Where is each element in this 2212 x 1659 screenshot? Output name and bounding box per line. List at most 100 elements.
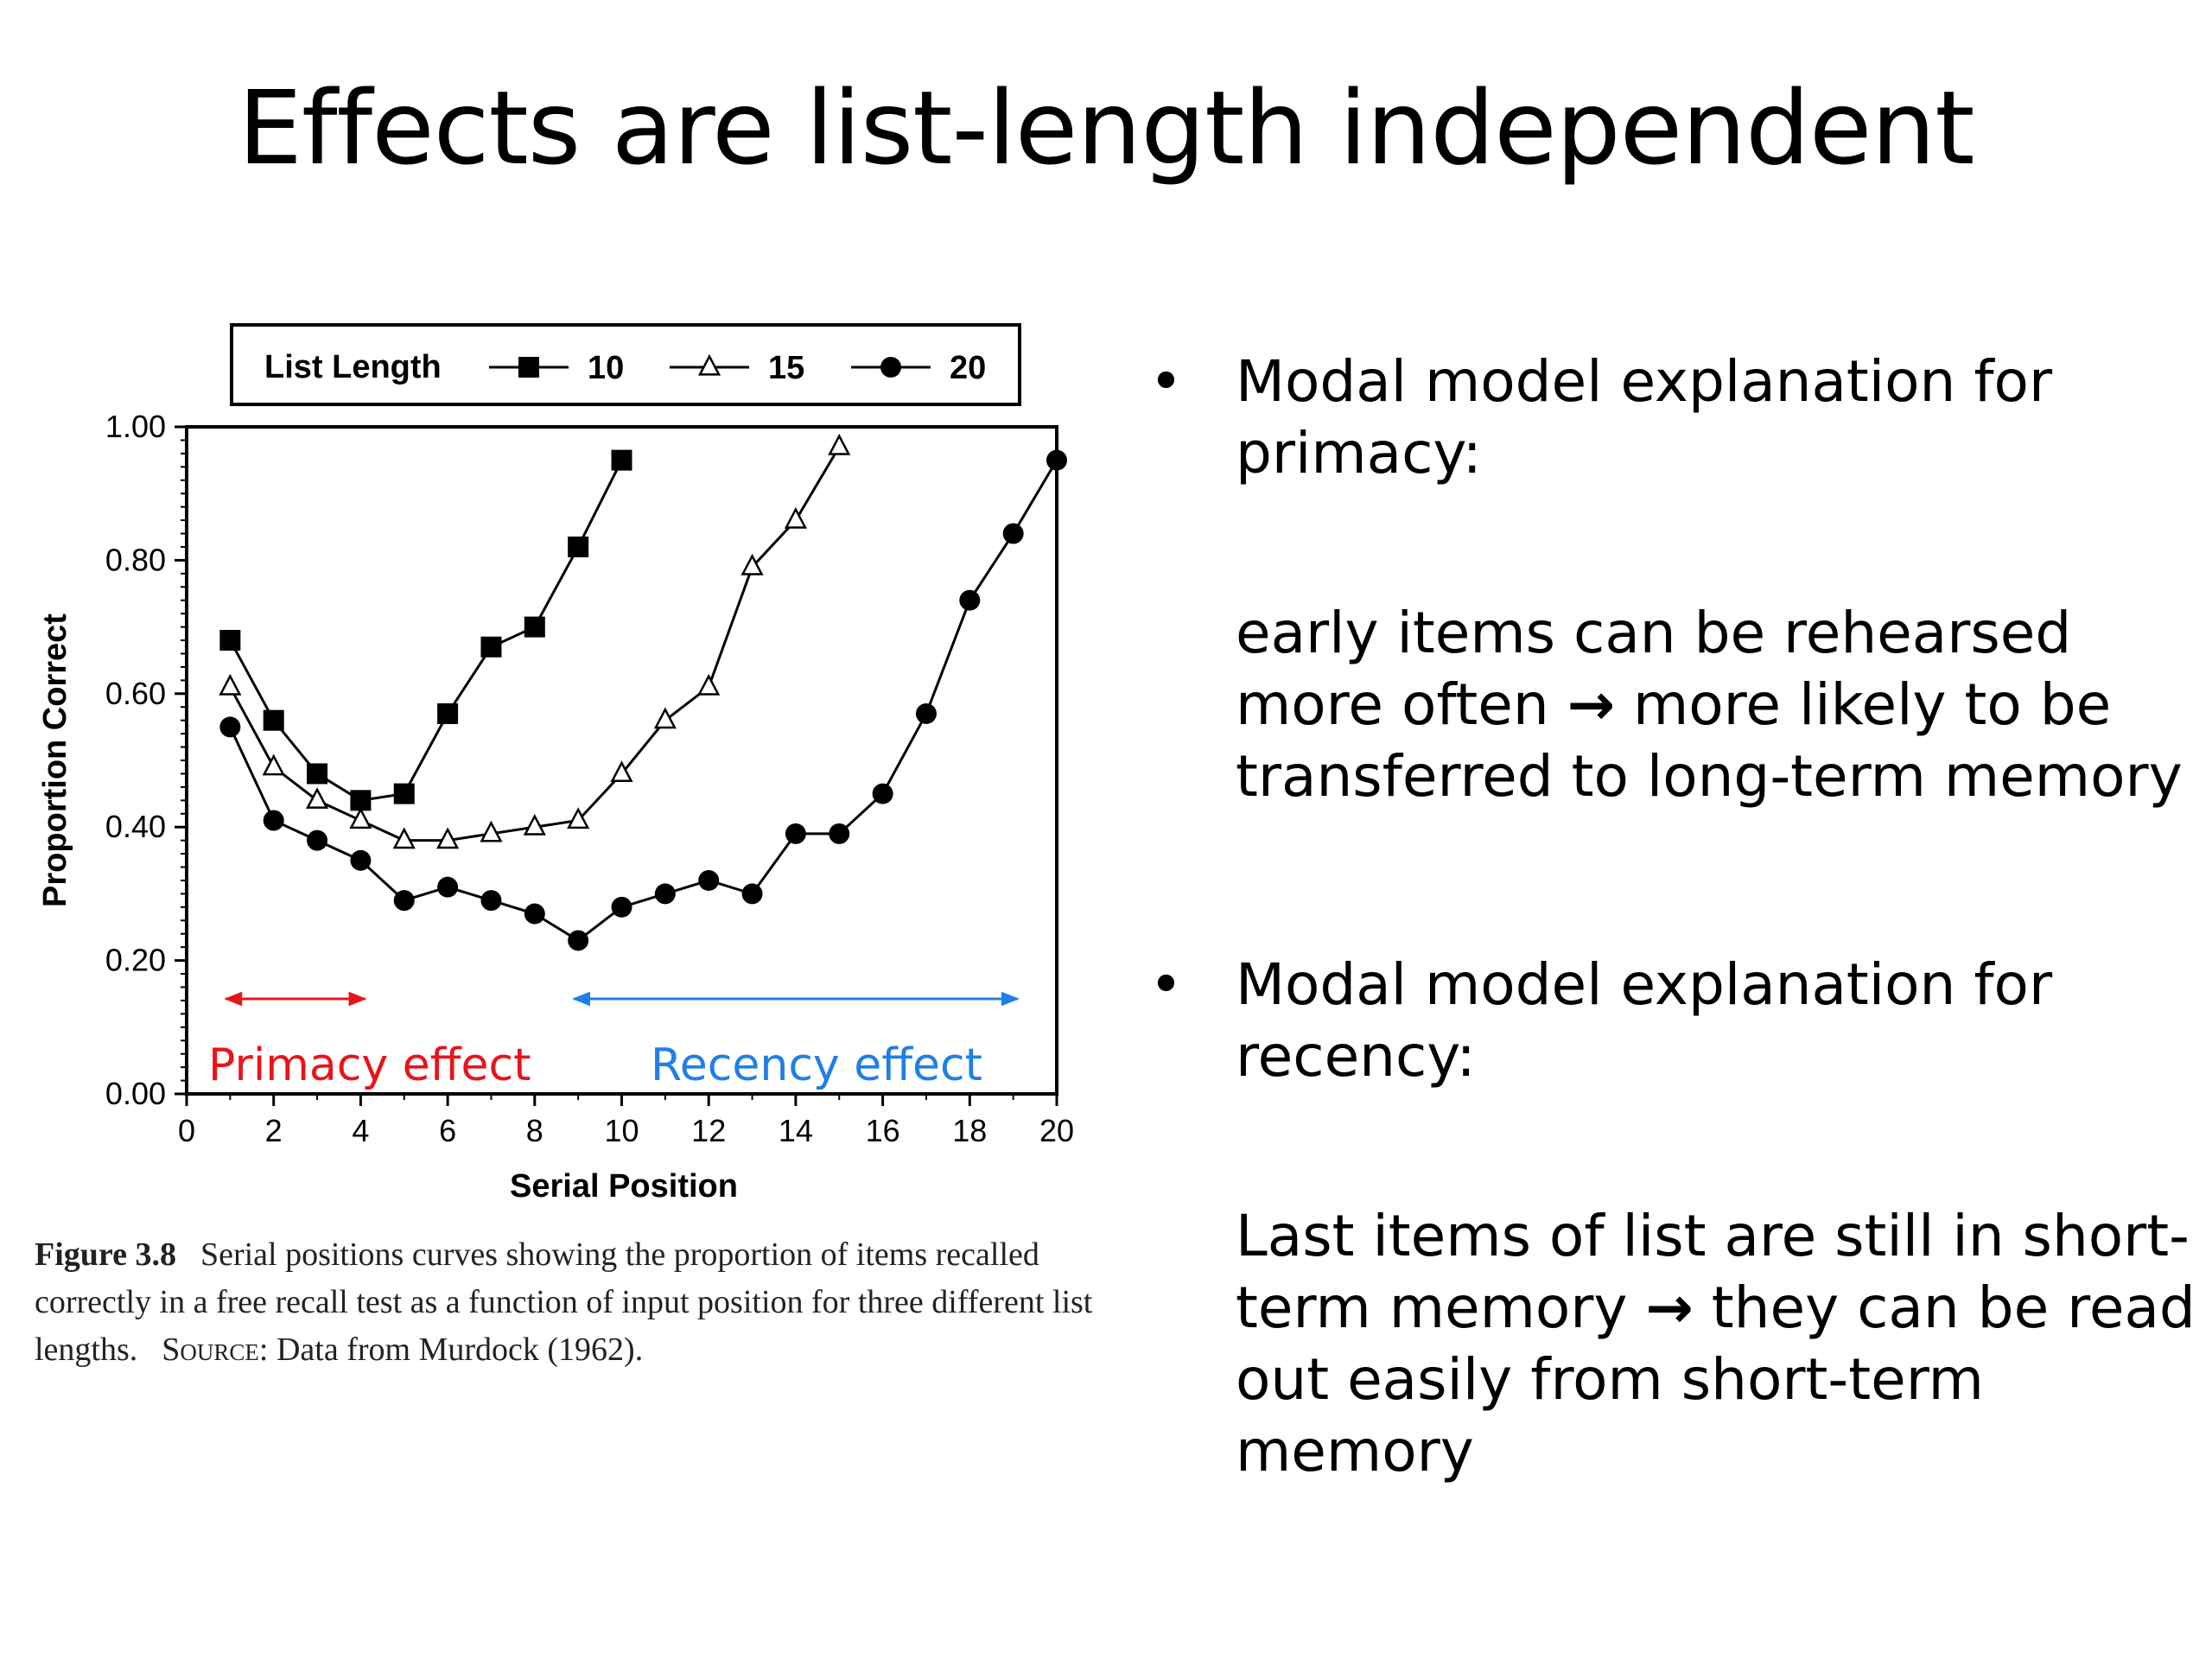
x-tick-label: 12 <box>691 1113 726 1148</box>
series-20 <box>219 449 1067 951</box>
bullet-heading: Modal model explanation for primacy: <box>1236 348 2053 486</box>
bullet-list: • Modal model explanation for primacy: e… <box>1149 346 2203 1487</box>
series-15-point <box>741 553 764 575</box>
series-15-point <box>697 673 721 696</box>
series-15-point <box>262 753 285 776</box>
series-10-point <box>219 630 241 652</box>
series-20-point <box>741 883 763 905</box>
legend-entry-10: 10 <box>489 350 624 386</box>
series-15-point <box>523 813 546 836</box>
explanation-text: more likely to be transferred to long-te… <box>1236 671 2183 810</box>
x-tick-label: 14 <box>779 1113 813 1148</box>
x-axis-label: Serial Position <box>510 1168 738 1205</box>
legend-entry-15: 15 <box>670 350 804 386</box>
series-20-point <box>437 876 459 898</box>
series-10-point <box>393 783 415 804</box>
recency-label: Recency effect <box>651 1039 982 1091</box>
series-15-point <box>653 707 677 729</box>
legend-entry-20: 20 <box>851 350 986 386</box>
source-text: Data from Murdock (1962). <box>276 1332 644 1368</box>
series-20-point <box>611 896 632 918</box>
series-20-point <box>915 702 937 724</box>
series-20-point <box>698 869 720 891</box>
explanation-text: they can be read out easily from short-t… <box>1236 1274 2196 1484</box>
series-15-point <box>480 820 503 842</box>
series-20-point <box>524 903 545 925</box>
series-15-point <box>349 807 372 830</box>
x-tick-label: 18 <box>952 1113 987 1148</box>
series-10-point <box>480 636 502 658</box>
series-20-point <box>219 716 241 738</box>
series-10-point <box>568 536 589 557</box>
y-tick-label: 0.80 <box>105 542 166 577</box>
source-label: Source: <box>162 1332 269 1368</box>
series-20-point <box>350 849 372 871</box>
legend-label: 10 <box>588 350 624 386</box>
x-tick-label: 6 <box>439 1113 456 1148</box>
series-20-point <box>480 890 502 912</box>
series-20-point <box>785 823 806 844</box>
bullet-dot: • <box>1149 951 1183 1018</box>
figure-label: Figure 3.8 <box>35 1236 176 1273</box>
legend-10-point <box>518 357 539 378</box>
bullet-primacy: • Modal model explanation for primacy: <box>1149 346 2203 489</box>
slide-title: Effects are list-length independent <box>238 68 1974 188</box>
series-15-point <box>828 433 851 455</box>
series-15-point <box>610 760 633 783</box>
explanation-text: early items can be rehearsed more often <box>1236 600 2072 738</box>
y-tick-label: 0.00 <box>105 1076 166 1111</box>
x-tick-label: 10 <box>604 1113 639 1148</box>
series-15-point <box>305 787 329 809</box>
y-tick-label: 1.00 <box>105 409 166 444</box>
series-15-point <box>219 673 242 696</box>
x-tick-label: 4 <box>352 1113 369 1148</box>
series-20-point <box>872 783 893 804</box>
x-tick-label: 2 <box>265 1113 283 1148</box>
series-20-point <box>1002 523 1024 544</box>
legend-20-point <box>880 357 901 378</box>
series-10-point <box>611 449 632 471</box>
y-tick-label: 0.60 <box>105 676 166 711</box>
bullet-explanation: early items can be rehearsed more often … <box>1149 597 2203 812</box>
explanation-text: Last items of list are still in short-te… <box>1236 1203 2190 1341</box>
legend-15-point <box>697 353 721 376</box>
primacy-label: Primacy effect <box>208 1039 531 1091</box>
series-20-point <box>1046 449 1067 471</box>
arrow-icon: → <box>1567 671 1616 738</box>
y-tick-label: 0.40 <box>105 809 166 844</box>
series-20-point <box>263 810 284 831</box>
series-10 <box>219 449 632 811</box>
series-20-point <box>654 883 676 905</box>
figure-caption: Figure 3.8 Serial positions curves showin… <box>35 1231 1097 1374</box>
legend-label: 20 <box>950 350 986 386</box>
serial-position-chart: List Length 10 15 20 0 2 4 6 8 10 12 14 16 18 20 0.00… <box>37 323 1074 1205</box>
series-10-line <box>229 459 623 802</box>
series-10-point <box>524 616 545 638</box>
caption-text: Serial positions curves showing the prop… <box>35 1236 1093 1368</box>
x-tick-label: 8 <box>526 1113 543 1148</box>
bullet-recency: • Modal model explanation for recency: <box>1149 949 2203 1092</box>
series-15 <box>219 433 851 849</box>
series-20-point <box>568 930 589 951</box>
bullet-explanation: Last items of list are still in short-te… <box>1149 1200 2203 1487</box>
series-15-point <box>392 827 416 849</box>
series-20-point <box>829 823 850 844</box>
legend-title: List Length <box>264 349 442 385</box>
series-10-point <box>263 709 284 731</box>
series-20-point <box>307 830 328 851</box>
x-tick-label: 20 <box>1039 1113 1074 1148</box>
arrow-icon: → <box>1645 1274 1694 1341</box>
series-15-point <box>436 827 460 849</box>
legend-label: 15 <box>768 350 804 386</box>
series-20-point <box>959 589 981 611</box>
x-tick-label: 0 <box>178 1113 195 1148</box>
x-tick-label: 16 <box>866 1113 900 1148</box>
y-axis-label: Proportion Correct <box>37 613 73 907</box>
bullet-dot: • <box>1149 348 1183 415</box>
series-20-point <box>393 890 415 912</box>
y-tick-label: 0.20 <box>105 943 166 978</box>
series-15-point <box>567 807 590 830</box>
bullet-heading: Modal model explanation for recency: <box>1236 951 2053 1090</box>
series-15-point <box>784 506 807 529</box>
series-10-point <box>307 763 328 785</box>
